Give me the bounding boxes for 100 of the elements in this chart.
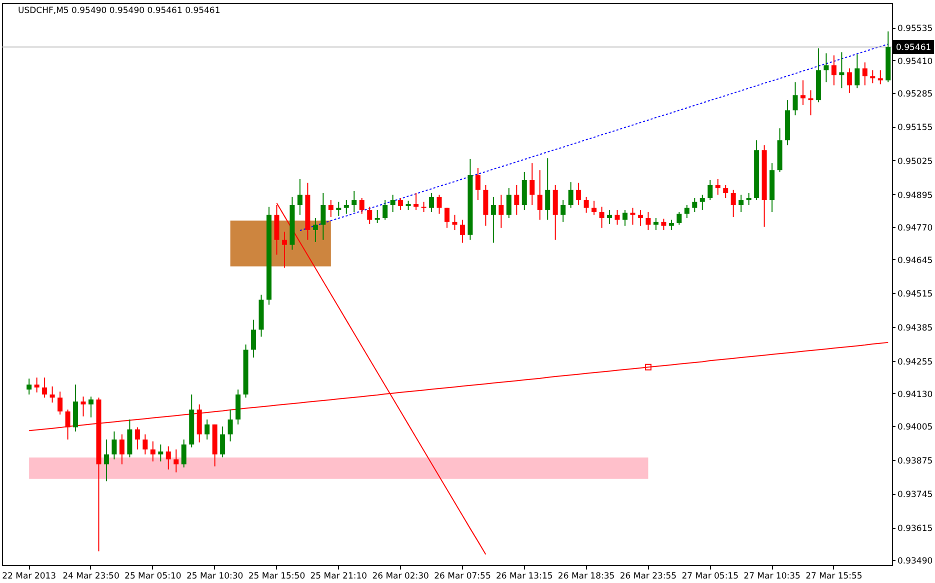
candlestick [870, 70, 876, 84]
candlestick [715, 178, 720, 196]
candlestick [297, 178, 302, 216]
candlestick [576, 182, 582, 206]
y-tick-label: 0.94005 [898, 422, 933, 432]
candlestick [646, 212, 651, 230]
candlestick [158, 444, 164, 462]
candlestick [584, 196, 589, 214]
candlestick [104, 439, 109, 482]
candlestick [824, 52, 829, 83]
y-tick-label: 0.93745 [898, 490, 933, 500]
candlestick [398, 197, 404, 210]
candlestick [460, 219, 465, 244]
candlestick [150, 440, 156, 462]
candlestick [452, 214, 458, 230]
candlestick [344, 200, 349, 214]
candlestick [730, 189, 736, 218]
candlestick [320, 192, 326, 240]
y-tick-label: 0.94770 [898, 223, 933, 234]
y-tick-label: 0.94645 [898, 256, 933, 266]
candlestick [436, 194, 442, 214]
candlestick [614, 209, 620, 226]
x-tick-label: 26 Mar 23:55 [620, 572, 677, 582]
y-tick-label: 0.93490 [898, 556, 933, 567]
candlestick [490, 196, 496, 244]
candlestick [498, 194, 504, 228]
candlestick [723, 184, 728, 198]
line-series [299, 44, 889, 232]
candlestick [181, 439, 186, 468]
candlestick [220, 426, 226, 458]
candlestick [746, 192, 752, 206]
y-tick-label: 0.95025 [898, 156, 933, 167]
x-tick-label: 25 Mar 05:10 [124, 572, 182, 582]
candlestick [112, 430, 117, 460]
candlestick [878, 70, 883, 85]
candlestick [352, 190, 357, 213]
candlestick [42, 377, 48, 398]
candlestick [58, 391, 63, 416]
candlestick [475, 168, 480, 201]
candlestick [390, 194, 396, 213]
candlestick [800, 80, 806, 106]
candlestick [708, 180, 713, 201]
candlestick [382, 200, 388, 220]
x-tick-label: 22 Mar 2013 [2, 572, 56, 582]
candlestick [738, 194, 744, 213]
candlestick [684, 204, 690, 219]
candlestick [839, 52, 844, 89]
y-tick-label: 0.95285 [898, 89, 933, 100]
candlestick [374, 209, 380, 224]
y-tick-label: 0.95410 [898, 56, 933, 67]
x-tick-label: 27 Mar 05:15 [682, 572, 739, 582]
candlestick [607, 209, 612, 224]
candlestick [166, 446, 171, 470]
y-tick-label: 0.94130 [898, 390, 933, 400]
ref-line-label: 0.95461 [896, 42, 932, 53]
candlestick [668, 219, 674, 230]
candlestick [359, 197, 364, 214]
candlestick [142, 434, 148, 455]
y-tick-label: 0.94385 [898, 324, 933, 334]
candlestick [661, 218, 666, 230]
candlestick [846, 68, 852, 94]
candlestick [251, 319, 256, 358]
candlestick [26, 378, 32, 395]
candlestick [50, 386, 55, 404]
y-tick-label: 0.93875 [898, 456, 933, 466]
candlestick [545, 158, 550, 220]
x-tick-label: 24 Mar 23:50 [62, 572, 120, 582]
candlestick [506, 188, 512, 219]
candlestick [676, 212, 682, 226]
candlestick [336, 201, 342, 216]
candlestick [88, 396, 94, 418]
chart-title: USDCHF,M5 0.95490 0.95490 0.95461 0.95461 [18, 6, 220, 16]
candlestick [653, 218, 658, 230]
candlestick [530, 162, 535, 206]
candlestick [568, 182, 574, 208]
candlestick [630, 207, 636, 226]
candlestick [560, 200, 566, 222]
candlestick [792, 82, 798, 116]
candlestick [421, 201, 426, 213]
candlestick [312, 218, 318, 242]
candlestick [444, 207, 450, 228]
candlestick [414, 192, 419, 210]
candlestick [514, 184, 520, 216]
candlestick [119, 434, 124, 465]
candlestick [406, 200, 411, 210]
candlestick [599, 206, 604, 228]
x-tick-label: 26 Mar 07:55 [434, 572, 491, 582]
y-tick-label: 0.94515 [898, 290, 933, 300]
candlestick [638, 209, 643, 226]
candlestick [537, 170, 542, 220]
y-tick-label: 0.94895 [898, 190, 933, 201]
candlestick [174, 448, 179, 473]
candlestick [622, 209, 628, 226]
x-tick-label: 27 Mar 10:35 [744, 572, 800, 582]
x-tick-label: 25 Mar 10:30 [186, 572, 244, 582]
y-tick-label: 0.95155 [898, 123, 933, 134]
x-tick-label: 25 Mar 15:50 [248, 572, 306, 582]
candlestick [592, 200, 597, 216]
candlestick [831, 54, 836, 86]
x-tick-label: 26 Mar 13:15 [496, 572, 553, 582]
